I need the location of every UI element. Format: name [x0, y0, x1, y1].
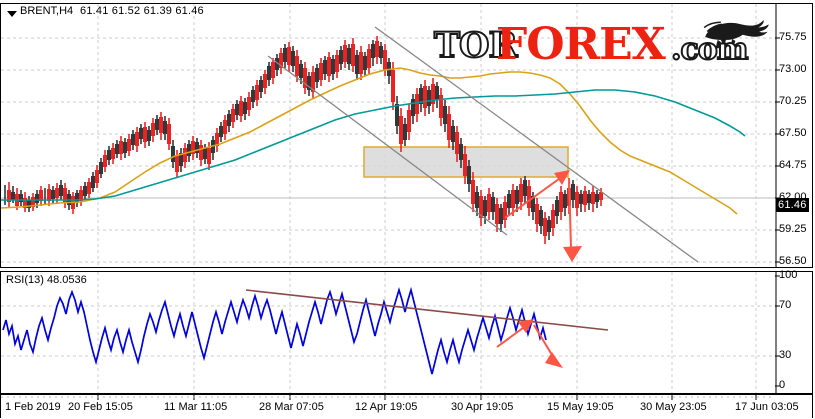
time-tick-4: 12 Apr 19:05: [355, 401, 418, 413]
time-tick-8: 17 Jun 03:05: [735, 401, 799, 413]
time-axis-panel: [0, 394, 813, 418]
time-tick-0: 1 Feb 2019: [5, 401, 61, 413]
chevron-down-icon[interactable]: [7, 11, 17, 17]
rsi-tick-2: 30: [779, 349, 792, 361]
time-tick-1: 20 Feb 15:05: [68, 401, 133, 413]
time-tick-6: 15 May 19:05: [547, 401, 614, 413]
time-tick-3: 28 Mar 07:05: [259, 401, 324, 413]
price-tick-0: 75.75: [779, 31, 807, 43]
rsi-tick-1: 70: [779, 299, 792, 311]
price-tick-1: 73.00: [779, 63, 807, 75]
time-tick-7: 30 May 23:05: [640, 401, 707, 413]
rsi-panel: [0, 271, 813, 394]
current-price-label: 61.46: [776, 198, 809, 212]
price-tick-4: 64.75: [779, 159, 807, 171]
symbol-header: BRENT,H4: [20, 5, 74, 17]
price-tick-3: 67.50: [779, 127, 807, 139]
price-tick-7: 56.50: [779, 255, 807, 267]
price-tick-6: 59.25: [779, 223, 807, 235]
rsi-tick-3: 0: [779, 379, 786, 391]
rsi-tick-0: 100: [779, 269, 798, 281]
time-tick-2: 11 Mar 11:05: [164, 401, 228, 413]
time-tick-5: 30 Apr 19:05: [451, 401, 514, 413]
rsi-header: RSI(13) 48.0536: [6, 274, 87, 286]
price-panel: [0, 3, 813, 268]
ohlc-values: 61.41 61.52 61.39 61.46: [80, 5, 204, 17]
price-tick-2: 70.25: [779, 95, 807, 107]
